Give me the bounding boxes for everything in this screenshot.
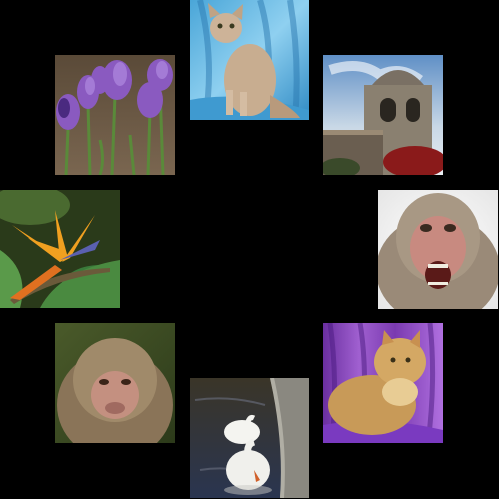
photo-cat-purple <box>323 323 443 443</box>
photo-cat-blue <box>190 0 309 120</box>
photo-bird-of-paradise <box>0 190 120 308</box>
photo-crocus <box>55 55 175 175</box>
photo-monkey-open-mouth <box>378 190 498 309</box>
photo-bell-tower <box>323 55 443 175</box>
photo-swans <box>190 378 309 498</box>
photo-monkey <box>55 323 175 443</box>
